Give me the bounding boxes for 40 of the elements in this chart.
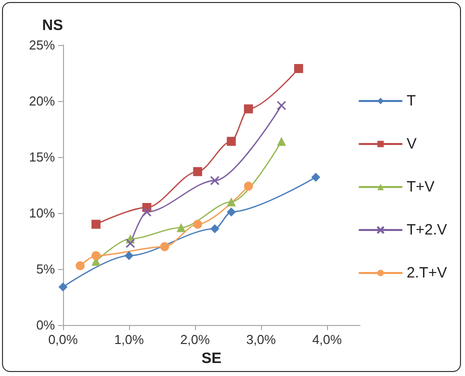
y-tick-label: 15% [28, 150, 56, 165]
point [92, 251, 100, 260]
point [226, 136, 236, 146]
legend-label: 2.T+V [406, 264, 447, 282]
x-tick-label: 3,0% [246, 332, 276, 348]
x-tick-label: 1,0% [114, 332, 144, 348]
legend-label: T+2.V [406, 222, 447, 238]
point [276, 136, 286, 146]
y-axis-title: NS [42, 17, 63, 34]
point [193, 167, 202, 176]
point [311, 172, 320, 182]
point [126, 238, 136, 248]
y-tick-label: 25% [28, 38, 56, 52]
point [193, 220, 202, 229]
point [226, 207, 236, 216]
point [124, 251, 134, 260]
point [142, 207, 152, 217]
point [160, 242, 170, 252]
point [76, 261, 85, 270]
y-tick-label: 20% [28, 94, 56, 109]
point [92, 220, 100, 229]
x-axis-title: SE [201, 350, 222, 367]
point [210, 176, 220, 186]
point [226, 197, 236, 206]
point [58, 282, 68, 292]
point [294, 64, 304, 74]
point [244, 182, 253, 191]
x-tick-label: 0,0% [48, 332, 78, 348]
legend-label: T+V [406, 178, 434, 196]
point [244, 104, 253, 114]
y-tick-label: 5% [36, 262, 56, 277]
point [210, 224, 220, 234]
point [176, 223, 186, 232]
point [276, 100, 286, 110]
legend-label: V [406, 136, 417, 152]
x-tick-label: 4,0% [312, 332, 342, 348]
y-tick-label: 0% [36, 318, 56, 333]
x-tick-label: 2,0% [180, 332, 210, 348]
legend-label: T [406, 92, 416, 110]
y-tick-label: 10% [28, 206, 56, 221]
